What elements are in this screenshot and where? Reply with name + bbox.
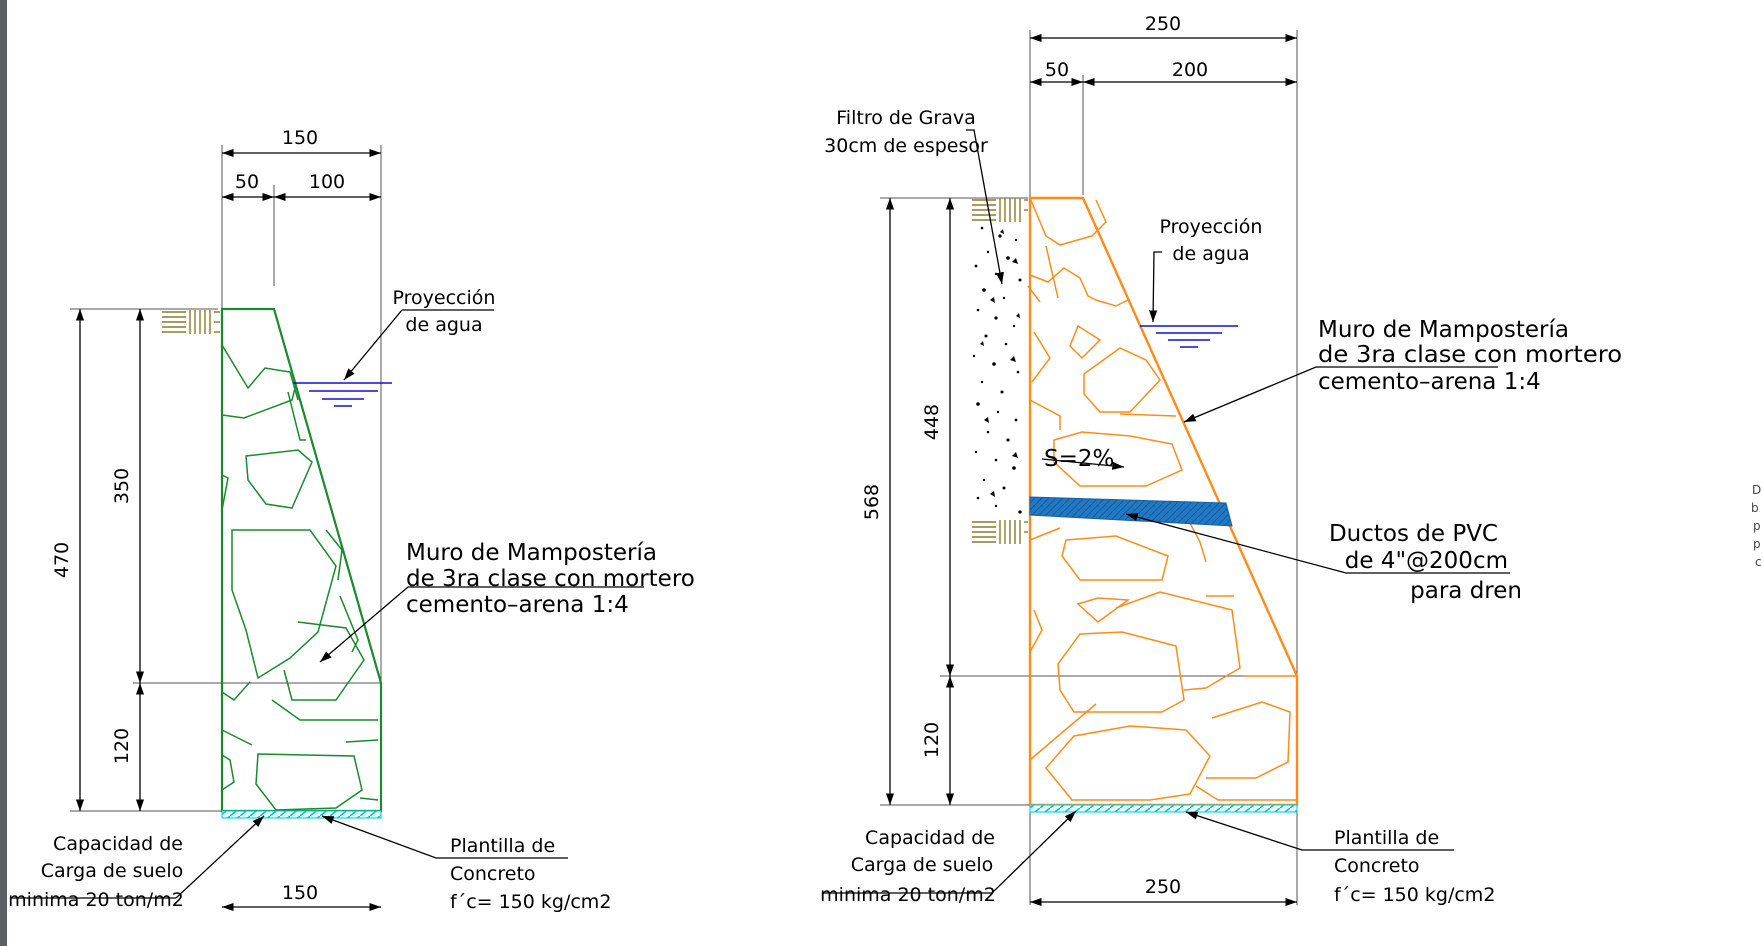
left-dim-height-footing: 120 xyxy=(111,728,133,764)
left-leaders xyxy=(10,309,644,899)
left-soil-label-2: Carga de suelo xyxy=(41,860,183,882)
left-dimension-lines xyxy=(75,148,381,912)
right-dim-top-a: 50 xyxy=(1045,59,1069,81)
left-water-symbol xyxy=(293,382,392,407)
left-dim-top-total: 150 xyxy=(282,127,318,149)
right-wall-label-1: Muro de Mampostería xyxy=(1318,317,1569,343)
right-concrete-slab xyxy=(1029,804,1298,813)
right-leaders xyxy=(822,129,1510,894)
right-soil-hatch-top xyxy=(972,198,1028,222)
right-dim-height-total: 568 xyxy=(861,484,883,520)
right-soil-label-3: minima 20 ton/m2 xyxy=(820,884,996,906)
left-dim-base: 150 xyxy=(282,882,318,904)
left-dim-top-a: 50 xyxy=(235,171,259,193)
right-wall-outline xyxy=(1028,196,1299,807)
right-gravel-filter xyxy=(972,226,1022,514)
right-pvc-label-3: para dren xyxy=(1410,578,1522,604)
side-note-line-4: p xyxy=(1753,537,1761,551)
left-water-label-1: Proyección xyxy=(393,287,496,309)
left-wall-label-3: cemento–arena 1:4 xyxy=(406,592,629,618)
left-soil-hatch xyxy=(162,310,220,334)
right-water-label-1: Proyección xyxy=(1160,216,1263,238)
right-slab-label-3: f´c= 150 kg/cm2 xyxy=(1334,884,1495,906)
left-soil-label-3: minima 20 ton/m2 xyxy=(8,889,184,911)
right-masonry-stones xyxy=(1027,197,1296,801)
left-dim-top-b: 100 xyxy=(309,171,345,193)
side-note-line-1: D xyxy=(1752,483,1761,497)
side-note-line-2: b xyxy=(1751,501,1759,515)
left-slab-label-3: f´c= 150 kg/cm2 xyxy=(450,891,611,913)
left-water-label-2: de agua xyxy=(405,314,482,336)
side-note-line-3: p xyxy=(1753,519,1761,533)
right-dim-top-total: 250 xyxy=(1145,13,1181,35)
right-water-symbol xyxy=(1140,325,1238,348)
right-filter-label-2: 30cm de espesor xyxy=(824,135,988,157)
left-concrete-slab xyxy=(221,810,382,819)
right-wall-section: 250 50 200 568 448 120 250 xyxy=(820,13,1622,907)
left-wall-label-2: de 3ra clase con mortero xyxy=(406,566,695,592)
left-dim-height-upper: 350 xyxy=(111,468,133,504)
left-masonry-stones xyxy=(221,344,379,811)
cropped-side-note: D b p p c xyxy=(1751,483,1762,569)
left-frame-strip xyxy=(0,0,7,946)
left-wall-label-1: Muro de Mampostería xyxy=(406,540,657,566)
left-dim-height-total: 470 xyxy=(51,542,73,578)
right-slab-label-1: Plantilla de xyxy=(1334,827,1439,849)
right-pvc-label-2: de 4"@200cm xyxy=(1345,548,1508,574)
left-wall-outline xyxy=(220,307,383,813)
side-note-line-5: c xyxy=(1755,555,1762,569)
right-dimension-lines xyxy=(885,33,1297,907)
right-dim-base: 250 xyxy=(1145,876,1181,898)
right-dim-top-b: 200 xyxy=(1172,59,1208,81)
right-pvc-pipe xyxy=(1029,496,1233,527)
right-filter-label-1: Filtro de Grava xyxy=(836,107,975,129)
right-pvc-label-1: Ductos de PVC xyxy=(1329,521,1498,547)
right-dim-height-footing: 120 xyxy=(921,722,943,758)
left-soil-label-1: Capacidad de xyxy=(53,833,183,855)
right-soil-hatch-bottom xyxy=(972,520,1028,544)
left-slab-label-1: Plantilla de xyxy=(450,835,555,857)
left-wall-section: 150 50 100 470 350 120 150 xyxy=(8,127,695,913)
right-wall-label-3: cemento–arena 1:4 xyxy=(1318,369,1541,395)
right-soil-label-1: Capacidad de xyxy=(865,827,995,849)
right-dim-height-upper: 448 xyxy=(921,404,943,440)
right-water-label-2: de agua xyxy=(1172,243,1249,265)
right-wall-label-2: de 3ra clase con mortero xyxy=(1318,342,1622,368)
right-soil-label-2: Carga de suelo xyxy=(851,854,993,876)
right-slope-label: S=2% xyxy=(1044,446,1114,472)
left-slab-label-2: Concreto xyxy=(450,863,536,885)
right-slab-label-2: Concreto xyxy=(1334,855,1420,877)
